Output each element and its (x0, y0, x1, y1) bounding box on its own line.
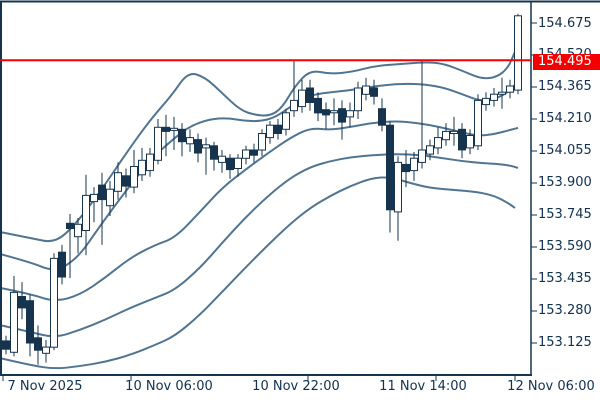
candle-bearish (58, 251, 66, 278)
candle-bullish (42, 346, 50, 354)
candle-bearish (34, 337, 42, 351)
candle-bearish (250, 149, 258, 156)
candle-bearish (458, 128, 466, 151)
candle-bearish (18, 296, 26, 309)
candle-bearish (370, 87, 378, 97)
candle-bearish (2, 340, 10, 350)
y-axis-label: 153.745 (538, 207, 592, 222)
candle-bearish (314, 97, 322, 114)
y-axis-label: 153.280 (538, 303, 592, 318)
x-axis-label: 10 Nov 06:00 (125, 379, 213, 394)
candle-bearish (122, 175, 130, 187)
y-axis-label: 154.210 (538, 111, 592, 126)
candle-bullish (490, 93, 498, 101)
candle-bullish (394, 161, 402, 213)
x-axis-label: 10 Nov 22:00 (252, 379, 340, 394)
candle-bullish (234, 157, 242, 169)
x-axis-label: 11 Nov 14:00 (379, 379, 467, 394)
band-line-lower-2 (0, 176, 516, 370)
candle-bullish (514, 15, 522, 91)
candle-bullish (138, 159, 146, 176)
candle-bullish (90, 193, 98, 203)
candle-bullish (266, 124, 274, 139)
candle-bearish (98, 184, 106, 201)
candle-bullish (218, 155, 226, 163)
candle-bullish (282, 112, 290, 130)
candle-bullish (450, 130, 458, 134)
candle-bearish (26, 300, 34, 344)
y-axis-label: 154.365 (538, 79, 592, 94)
candle-bullish (362, 85, 370, 95)
x-axis-label: 7 Nov 2025 (7, 379, 83, 394)
y-axis-label: 154.675 (538, 16, 592, 31)
candle-bearish (66, 222, 74, 230)
candle-bearish (402, 163, 410, 173)
candle-bullish (114, 172, 122, 192)
candle-bullish (10, 291, 18, 353)
candle-bullish (506, 85, 514, 93)
candle-bullish (418, 149, 426, 163)
candle-bullish (186, 137, 194, 145)
band-line-lower-1 (0, 153, 519, 338)
candle-bullish (106, 188, 114, 207)
candle-bearish (226, 157, 234, 171)
candle-bullish (482, 97, 490, 106)
candle-bearish (378, 108, 386, 126)
y-axis-label: 153.590 (538, 239, 592, 254)
candle-bullish (50, 257, 58, 348)
candle-bullish (466, 135, 474, 149)
y-axis-label: 154.055 (538, 143, 592, 158)
x-axis-label: 12 Nov 06:00 (507, 379, 595, 394)
candle-bullish (74, 223, 82, 238)
candle-bearish (306, 87, 314, 103)
candle-bearish (162, 126, 170, 132)
candle-bullish (154, 126, 162, 161)
candle-bullish (410, 157, 418, 172)
candle-bullish (258, 133, 266, 151)
candle-bearish (210, 145, 218, 160)
y-axis-label: 153.125 (538, 335, 592, 350)
candle-bearish (194, 139, 202, 154)
candle-bullish (146, 153, 154, 172)
candle-bullish (298, 89, 306, 108)
candle-bullish (426, 145, 434, 155)
candle-bullish (202, 144, 210, 149)
band-line-upper-1 (0, 80, 519, 271)
band-line-upper-2 (0, 44, 519, 243)
y-axis-label: 153.435 (538, 271, 592, 286)
candle-bullish (130, 166, 138, 188)
candle-bullish (82, 194, 90, 231)
candle-bullish (434, 137, 442, 149)
candle-bullish (170, 127, 178, 131)
y-axis-label: 153.900 (538, 175, 592, 190)
candle-bullish (290, 99, 298, 112)
candle-bearish (386, 124, 394, 211)
candle-bullish (498, 91, 506, 95)
candle-bullish (242, 149, 250, 159)
candle-bullish (474, 99, 482, 147)
candle-bearish (274, 124, 282, 134)
candle-bullish (442, 130, 450, 141)
candle-bearish (322, 109, 330, 116)
candle-bearish (338, 108, 346, 123)
price-line-label: 154.495 (533, 54, 600, 70)
candle-bullish (354, 87, 362, 112)
candle-bearish (178, 128, 186, 143)
candle-bullish (330, 110, 338, 114)
candle-bullish (346, 110, 354, 118)
